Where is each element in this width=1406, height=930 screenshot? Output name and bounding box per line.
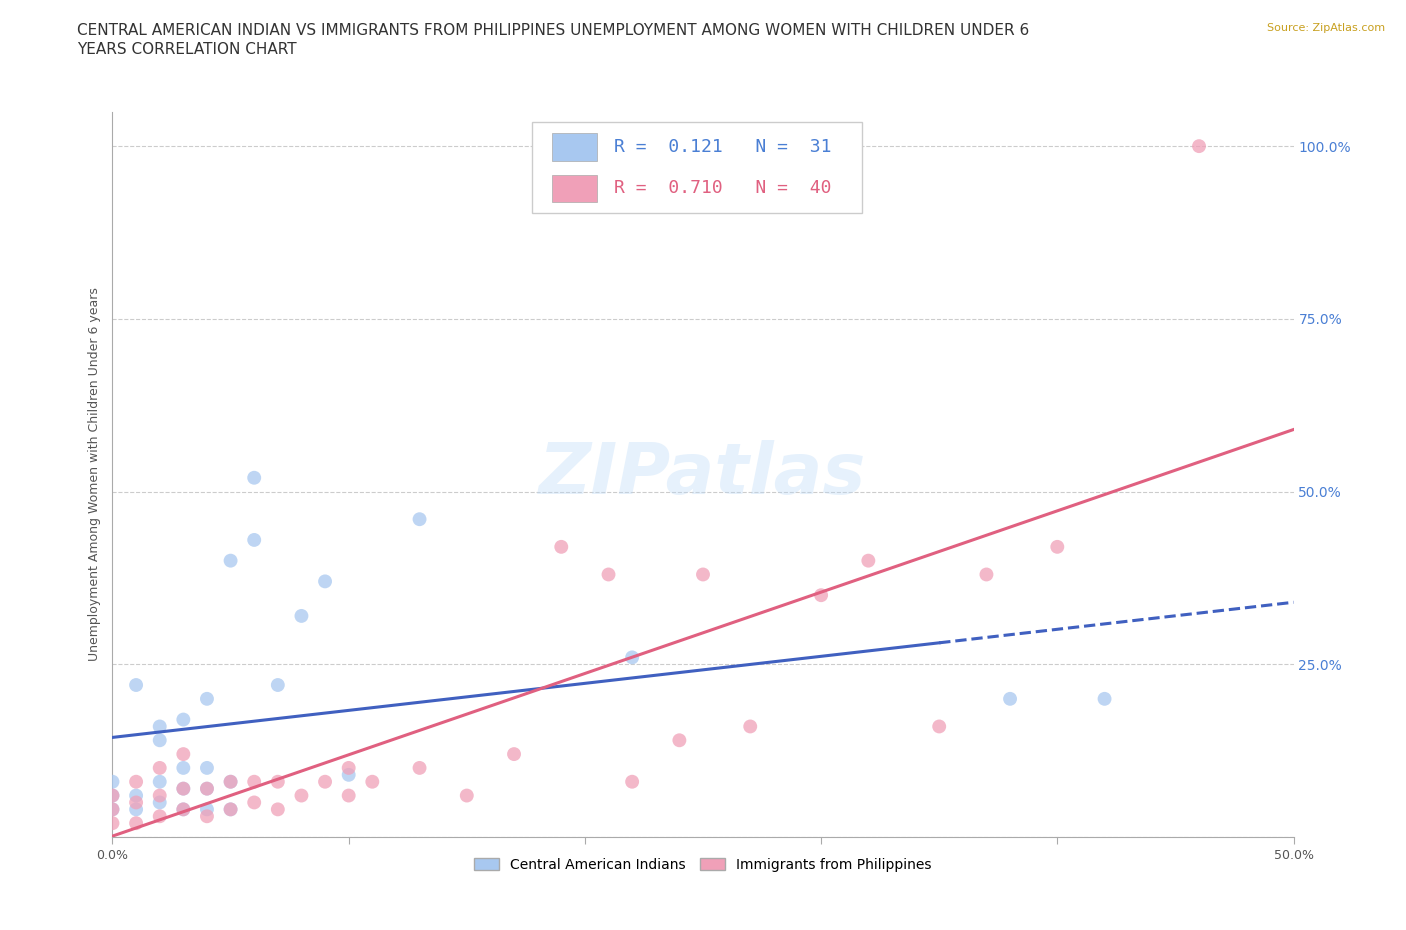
Point — [408, 761, 430, 776]
Point — [172, 781, 194, 796]
Point — [219, 775, 242, 790]
Point — [149, 788, 172, 803]
Point — [740, 719, 762, 734]
Point — [998, 691, 1021, 706]
Point — [219, 802, 242, 817]
Text: YEARS CORRELATION CHART: YEARS CORRELATION CHART — [77, 42, 297, 57]
Point — [290, 608, 312, 623]
Point — [243, 775, 266, 790]
Point — [337, 788, 360, 803]
Point — [125, 795, 148, 810]
Point — [1046, 539, 1069, 554]
Point — [101, 816, 124, 830]
Point — [101, 788, 124, 803]
Point — [125, 788, 148, 803]
Point — [195, 781, 218, 796]
Point — [290, 788, 312, 803]
Point — [219, 553, 242, 568]
Point — [101, 788, 124, 803]
Point — [172, 781, 194, 796]
Point — [1094, 691, 1116, 706]
Point — [101, 775, 124, 790]
Point — [172, 747, 194, 762]
FancyBboxPatch shape — [531, 123, 862, 213]
Point — [172, 712, 194, 727]
Point — [149, 761, 172, 776]
Point — [267, 775, 290, 790]
Point — [219, 802, 242, 817]
Point — [125, 802, 148, 817]
Point — [337, 761, 360, 776]
Point — [195, 781, 218, 796]
Point — [692, 567, 714, 582]
Point — [149, 719, 172, 734]
Point — [621, 775, 644, 790]
Point — [195, 802, 218, 817]
Point — [503, 747, 526, 762]
Point — [101, 802, 124, 817]
Point — [149, 795, 172, 810]
Y-axis label: Unemployment Among Women with Children Under 6 years: Unemployment Among Women with Children U… — [87, 287, 101, 661]
Point — [243, 795, 266, 810]
Point — [195, 691, 218, 706]
Text: Source: ZipAtlas.com: Source: ZipAtlas.com — [1267, 23, 1385, 33]
Point — [125, 678, 148, 693]
Text: R =  0.121   N =  31: R = 0.121 N = 31 — [614, 138, 832, 156]
Point — [976, 567, 998, 582]
Point — [149, 809, 172, 824]
Point — [314, 574, 336, 589]
Point — [125, 816, 148, 830]
FancyBboxPatch shape — [551, 175, 596, 203]
Point — [243, 471, 266, 485]
Point — [928, 719, 950, 734]
Point — [314, 775, 336, 790]
Point — [598, 567, 620, 582]
Point — [267, 678, 290, 693]
Legend: Central American Indians, Immigrants from Philippines: Central American Indians, Immigrants fro… — [468, 852, 938, 877]
Point — [1188, 139, 1211, 153]
Point — [810, 588, 832, 603]
Point — [101, 802, 124, 817]
Point — [195, 761, 218, 776]
Text: R =  0.710   N =  40: R = 0.710 N = 40 — [614, 179, 832, 197]
Text: CENTRAL AMERICAN INDIAN VS IMMIGRANTS FROM PHILIPPINES UNEMPLOYMENT AMONG WOMEN : CENTRAL AMERICAN INDIAN VS IMMIGRANTS FR… — [77, 23, 1029, 38]
Point — [361, 775, 384, 790]
Point — [243, 533, 266, 548]
Point — [267, 802, 290, 817]
Point — [550, 539, 572, 554]
FancyBboxPatch shape — [551, 133, 596, 161]
Point — [172, 802, 194, 817]
Text: ZIPatlas: ZIPatlas — [540, 440, 866, 509]
Point — [858, 553, 880, 568]
Point — [125, 775, 148, 790]
Point — [337, 767, 360, 782]
Point — [456, 788, 478, 803]
Point — [172, 761, 194, 776]
Point — [149, 733, 172, 748]
Point — [408, 512, 430, 526]
Point — [668, 733, 690, 748]
Point — [172, 802, 194, 817]
Point — [149, 775, 172, 790]
Point — [621, 650, 644, 665]
Point — [219, 775, 242, 790]
Point — [195, 809, 218, 824]
